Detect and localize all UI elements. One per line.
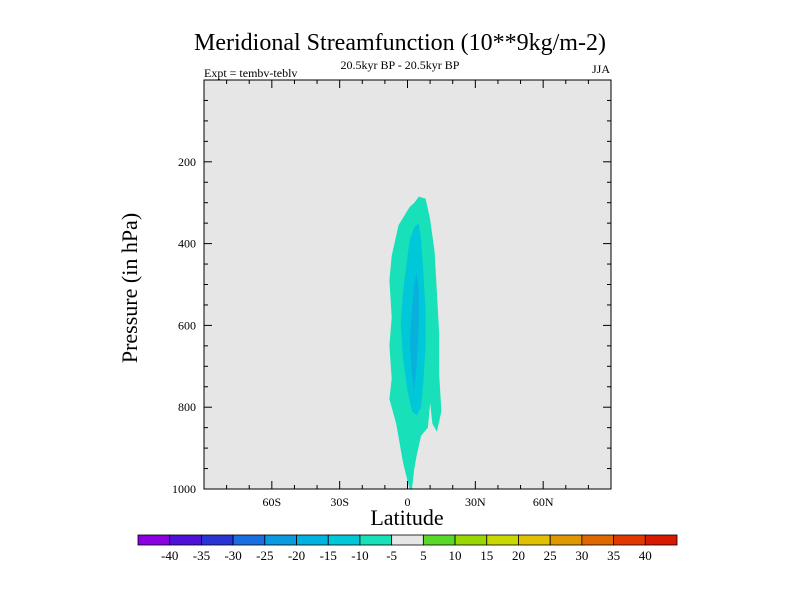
colorbar: -40 -35 -30 -25 -20 -15 -10 -5 5 10 15 20 25 30 35 40 [137,534,678,563]
colorbar-label: 20 [512,548,525,563]
colorbar-swatch [296,534,329,546]
colorbar-swatch [644,534,678,546]
contour-fills [389,196,442,489]
colorbar-label: -25 [256,548,273,563]
colorbar-label: -15 [320,548,337,563]
colorbar-swatch [613,534,646,546]
y-tick-label: 400 [178,237,196,251]
colorbar-swatch [359,534,393,546]
experiment-label: Expt = tembv-teblv [204,66,298,80]
colorbar-swatch [264,534,297,546]
colorbar-label: -35 [193,548,210,563]
x-axis-label: Latitude [370,505,444,530]
colorbar-label: -30 [224,548,241,563]
colorbar-label: -20 [288,548,305,563]
contour-region-2 [409,272,419,391]
axis-ticks: 60S 30S 0 30N 60N 200 400 600 800 1000 [172,80,612,509]
colorbar-swatch [327,534,361,546]
colorbar-swatch [201,534,234,546]
colorbar-swatch [232,534,266,546]
colorbar-label: -40 [161,548,178,563]
colorbar-label: -5 [386,548,397,563]
x-tick-label: 60N [533,495,554,509]
y-tick-label: 800 [178,400,196,414]
colorbar-swatch [454,534,488,546]
x-tick-label: 0 [405,495,411,509]
y-tick-label: 600 [178,318,196,332]
chart-subtitle: 20.5kyr BP - 20.5kyr BP [340,58,460,72]
colorbar-label: 30 [575,548,588,563]
colorbar-swatch [137,534,171,546]
season-label: JJA [591,62,610,76]
colorbar-label: 35 [607,548,620,563]
colorbar-swatch [391,534,424,546]
colorbar-label: 40 [639,548,652,563]
chart-title: Meridional Streamfunction (10**9kg/m-2) [194,30,606,56]
colorbar-label: -10 [351,548,368,563]
y-tick-label: 1000 [172,482,196,496]
colorbar-swatch [486,534,519,546]
colorbar-swatch [549,534,583,546]
x-tick-label: 60S [262,495,281,509]
colorbar-swatch [518,534,551,546]
y-tick-label: 200 [178,155,196,169]
colorbar-label: 10 [449,548,462,563]
x-tick-label: 30N [465,495,486,509]
x-tick-label: 30S [330,495,349,509]
colorbar-label: 15 [480,548,493,563]
colorbar-swatch [422,534,456,546]
colorbar-swatch [581,534,614,546]
colorbar-swatch [169,534,202,546]
colorbar-label: 25 [544,548,557,563]
colorbar-label: 5 [420,548,427,563]
